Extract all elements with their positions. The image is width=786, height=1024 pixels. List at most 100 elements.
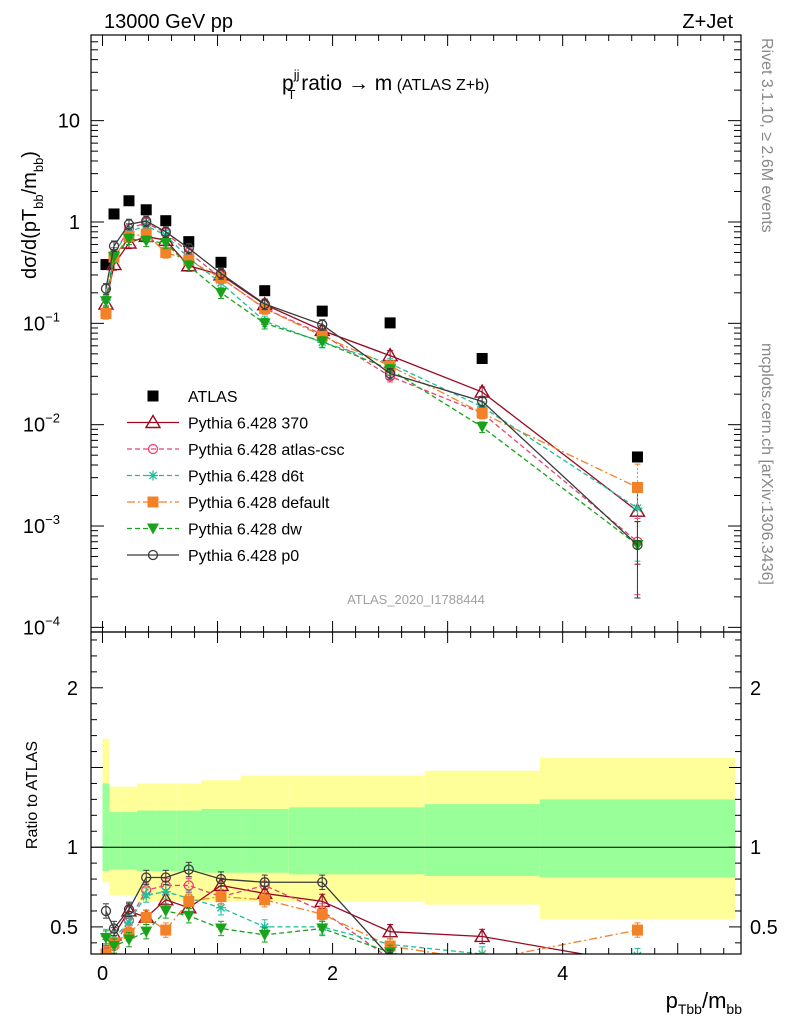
ratio-band-green: [137, 810, 156, 872]
ratio-series-4: [99, 903, 643, 990]
data-point: [99, 296, 112, 308]
data-point: [108, 252, 121, 264]
ratio-band-green: [109, 812, 121, 870]
data-point: [633, 978, 642, 987]
mcplots-label: mcplots.cern.ch [arXiv:1306.3436]: [758, 343, 775, 585]
data-point: [100, 259, 112, 271]
data-point: [100, 905, 112, 917]
data-point: [316, 330, 328, 342]
data-point: [317, 877, 328, 888]
data-point: [259, 285, 271, 297]
x-tick-label: 2: [327, 963, 338, 985]
x-tick-label: 4: [557, 963, 568, 985]
main-ylabel: dσ/d(pTbb/mbb): [19, 151, 46, 279]
main-series-4: [100, 228, 643, 541]
legend-entry: Pythia 6.428 d6t: [127, 469, 304, 486]
data-point: [384, 317, 396, 329]
data-point: [140, 926, 153, 938]
legend: ATLAS Pythia 6.428 370 Pythia 6.428 atlas-…: [127, 389, 345, 565]
y-tick-label: 10−4: [23, 613, 60, 639]
data-point: [123, 904, 135, 915]
header-left: 13000 GeV pp: [104, 11, 233, 33]
y-tick-label: 10−1: [23, 309, 60, 335]
data-point: [122, 233, 135, 245]
series-line: [105, 235, 638, 512]
data-point: [631, 979, 643, 990]
data-point: [384, 368, 396, 379]
legend-entry: Pythia 6.428 atlas-csc: [127, 442, 345, 459]
data-point: [108, 208, 120, 220]
legend-entry: Pythia 6.428 p0: [127, 548, 299, 565]
data-point: [473, 928, 491, 943]
data-point: [477, 396, 488, 407]
data-point: [141, 890, 152, 901]
data-point: [215, 287, 227, 299]
rivet-label: Rivet 3.1.10, ≥ 2.6M events: [758, 38, 775, 233]
legend-entry: Pythia 6.428 370: [127, 414, 308, 433]
ratio-uncertainty-bands: [102, 738, 736, 919]
main-series-1: [97, 228, 646, 565]
data-point: [100, 948, 112, 954]
main-series-5: [99, 233, 644, 599]
main-series-6: [100, 215, 643, 599]
legend-label: Pythia 6.428 d6t: [188, 469, 304, 486]
data-point: [123, 195, 135, 207]
legend-entry: Pythia 6.428 dw: [127, 522, 302, 539]
data-point: [476, 407, 488, 419]
data-point: [108, 240, 120, 252]
main-series-3: [100, 220, 643, 562]
legend-marker: [147, 390, 159, 402]
data-point: [123, 917, 134, 928]
legend-label: Pythia 6.428 370: [188, 416, 308, 433]
data-point: [215, 873, 227, 885]
data-point: [215, 923, 227, 935]
data-point: [160, 246, 172, 258]
main-panel-frame: [90, 34, 742, 633]
data-point: [215, 268, 227, 279]
ratio-band-green: [424, 804, 540, 876]
data-point: [100, 283, 112, 294]
legend-marker: [148, 470, 158, 481]
data-point: [632, 539, 643, 551]
series-line: [105, 224, 638, 509]
data-point: [140, 911, 152, 923]
data-point: [123, 219, 135, 230]
data-point: [99, 933, 112, 945]
data-point: [100, 308, 112, 320]
y-tick-label: 10−3: [23, 512, 60, 538]
y-tick-label: 10: [58, 111, 80, 133]
data-point: [140, 204, 152, 216]
data-point: [388, 953, 393, 954]
data-point: [258, 318, 271, 330]
data-point: [216, 902, 226, 913]
data-point: [160, 886, 171, 897]
ratio-y-tick-label-right: 1: [750, 837, 761, 859]
data-point: [140, 228, 152, 240]
data-point: [478, 959, 487, 968]
series-line: [105, 238, 638, 546]
ratio-band-green: [240, 808, 289, 873]
ratio-band-green: [201, 808, 241, 873]
y-tick-label: 10−2: [23, 411, 60, 437]
x-tick-label: 0: [97, 963, 108, 985]
ratio-band-green: [120, 812, 138, 870]
data-point: [381, 923, 399, 938]
y-tick-label: 1: [69, 212, 80, 234]
ratio-series-group: [99, 861, 643, 990]
data-point: [141, 872, 152, 883]
data-point: [215, 891, 227, 903]
legend-entry: ATLAS: [147, 389, 238, 406]
data-point: [160, 872, 171, 883]
data-point: [183, 236, 195, 248]
xlabel: pTbb/mbb: [666, 988, 743, 1017]
data-point: [259, 877, 270, 888]
data-point: [122, 934, 135, 946]
data-point: [108, 941, 121, 953]
data-point: [317, 319, 328, 330]
data-point: [108, 923, 120, 934]
legend-marker: [147, 549, 159, 561]
data-point: [215, 256, 227, 268]
data-point: [316, 336, 329, 348]
data-point: [316, 923, 329, 935]
